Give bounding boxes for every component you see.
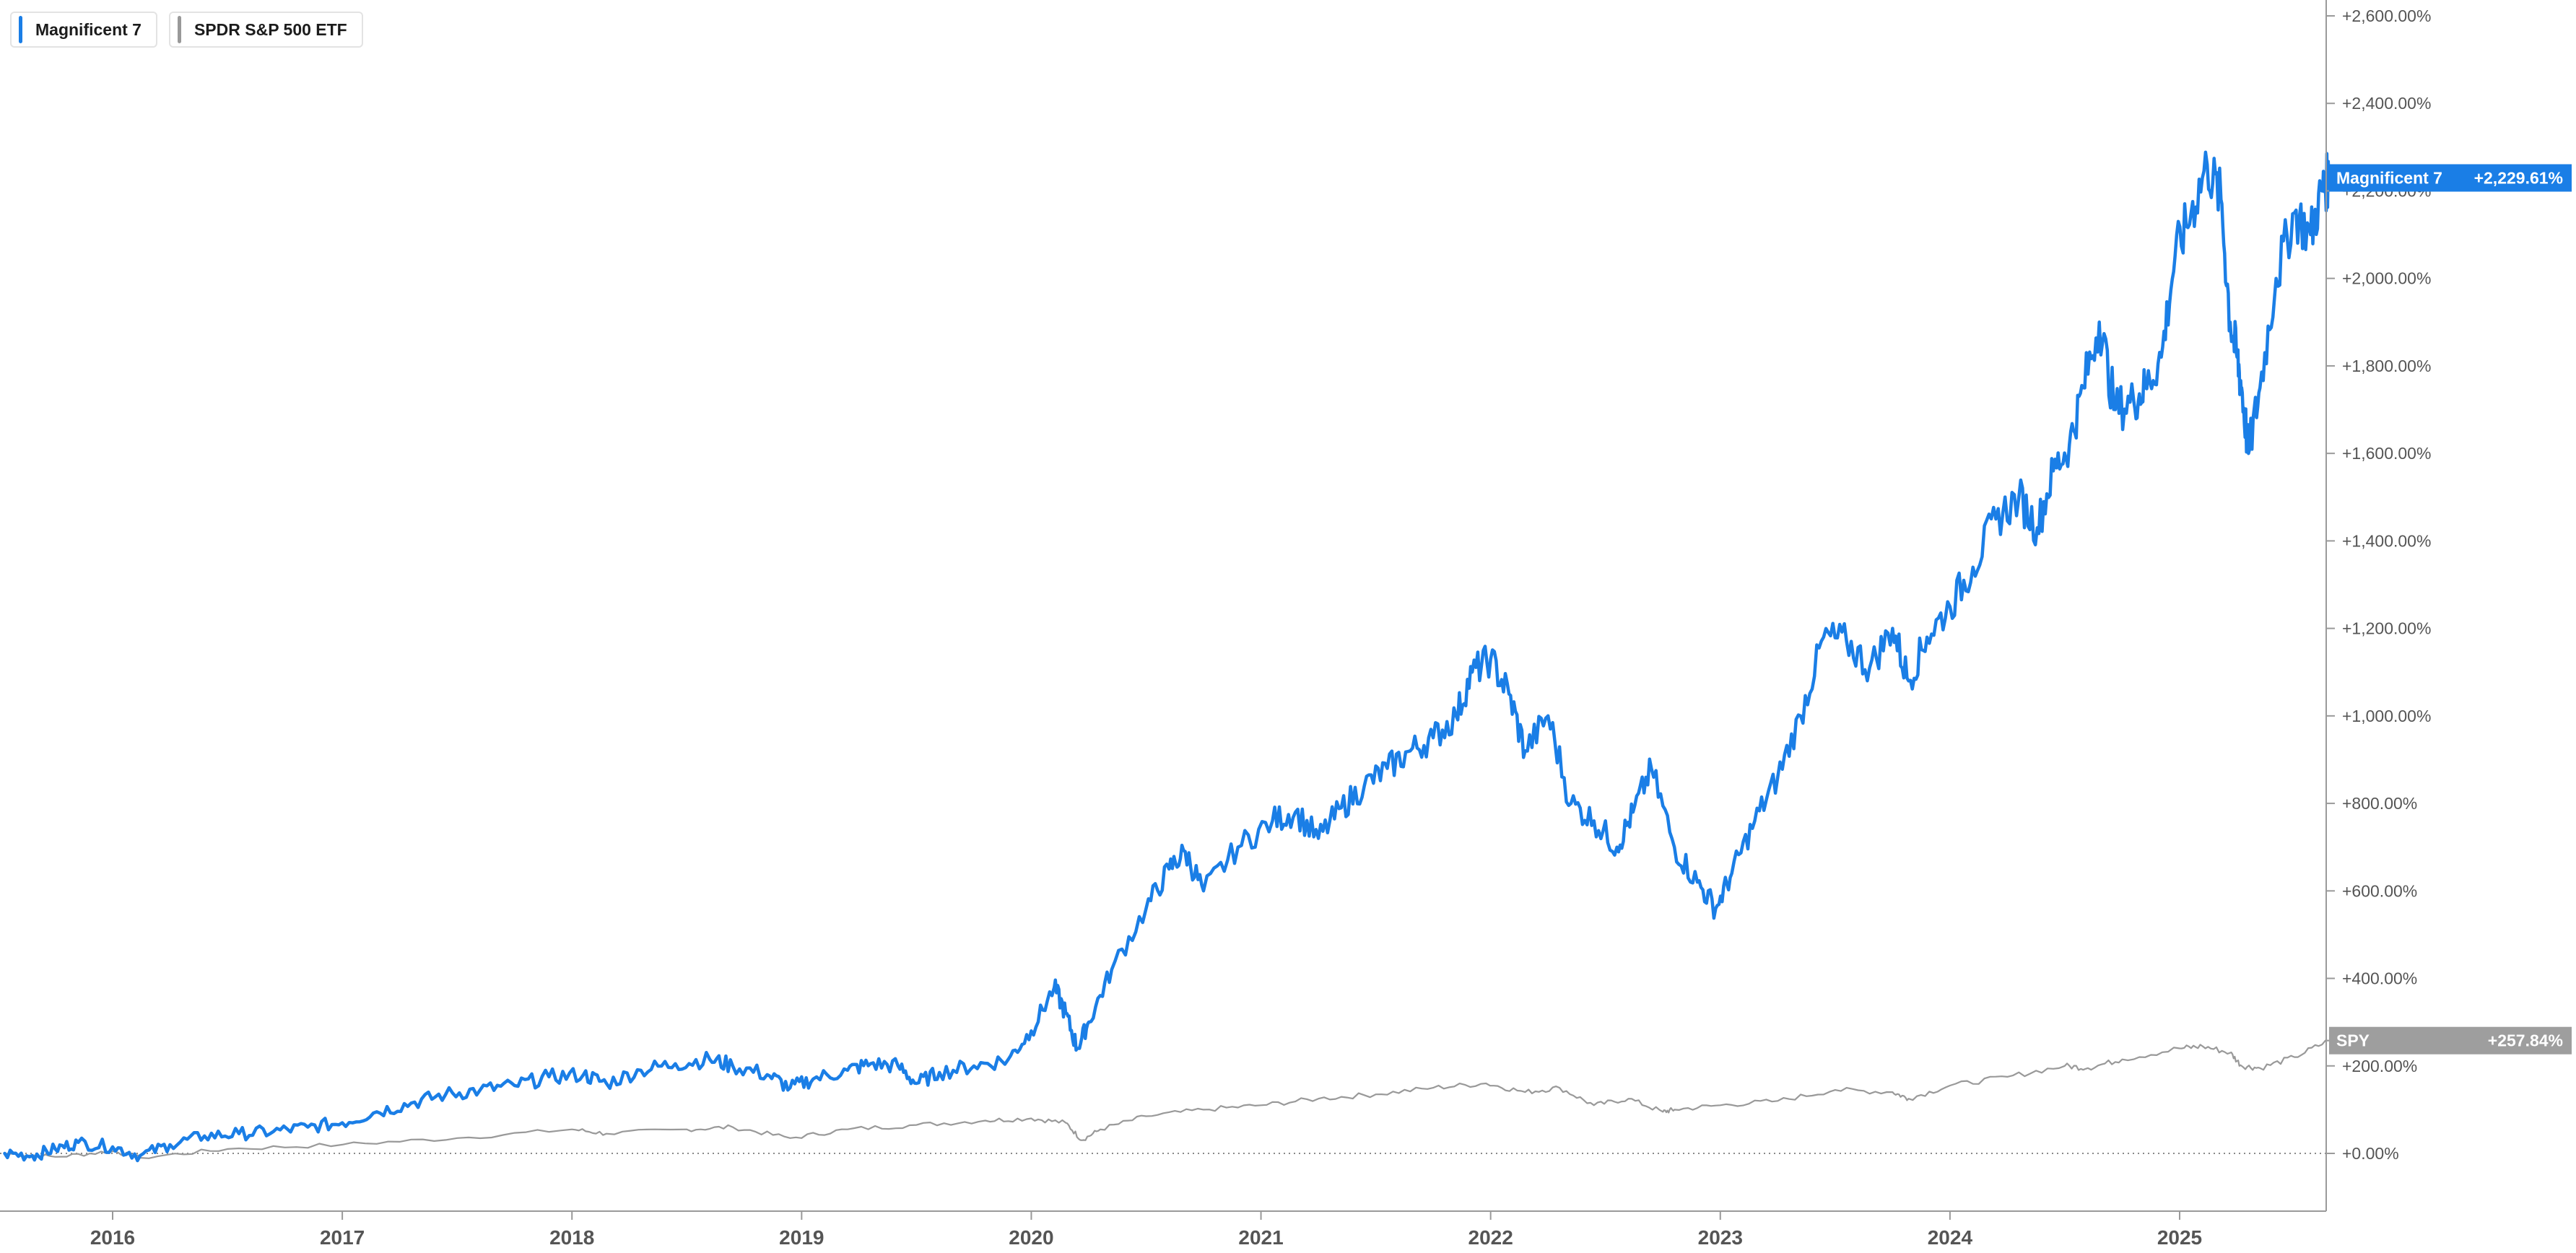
x-tick-label: 2022 <box>1468 1226 1513 1249</box>
x-tick-label: 2025 <box>2157 1226 2202 1249</box>
legend-item-magnificent-7[interactable]: Magnificent 7 <box>10 12 157 48</box>
x-tick-label: 2019 <box>779 1226 824 1249</box>
x-tick-label: 2018 <box>549 1226 594 1249</box>
y-tick-label: +2,600.00% <box>2342 6 2431 25</box>
legend-swatch-magnificent-7 <box>19 16 22 43</box>
x-tick-label: 2016 <box>90 1226 135 1249</box>
y-tick-label: +1,400.00% <box>2342 531 2431 550</box>
y-tick-label: +800.00% <box>2342 794 2417 813</box>
y-tick-label: +400.00% <box>2342 969 2417 988</box>
y-tick-label: +200.00% <box>2342 1057 2417 1075</box>
y-tick-label: +2,000.00% <box>2342 269 2431 288</box>
legend-label-magnificent-7: Magnificent 7 <box>35 19 142 39</box>
legend-swatch-spdr-sp500 <box>177 16 181 43</box>
end-tag-series-name: Magnificent 7 <box>2336 169 2442 188</box>
end-tag-background <box>2329 164 2572 192</box>
end-tag-series-name: SPY <box>2336 1031 2370 1050</box>
x-tick-label: 2023 <box>1698 1226 1743 1249</box>
end-tag-spy: SPY +257.84% <box>2329 1026 2572 1055</box>
x-tick-label: 2024 <box>1928 1226 1973 1249</box>
series-line-magnificent-7[interactable] <box>3 150 2331 1163</box>
end-tag-background <box>2329 1026 2572 1055</box>
legend-item-spdr-sp500[interactable]: SPDR S&P 500 ETF <box>168 12 363 48</box>
y-tick-label: +1,000.00% <box>2342 707 2431 725</box>
y-tick-label: +2,400.00% <box>2342 94 2431 113</box>
legend-label-spdr-sp500: SPDR S&P 500 ETF <box>193 19 347 39</box>
x-tick-label: 2017 <box>320 1226 365 1249</box>
x-tick-label: 2021 <box>1238 1226 1283 1249</box>
chart-legend: Magnificent 7 SPDR S&P 500 ETF <box>10 12 363 48</box>
y-tick-label: +1,800.00% <box>2342 357 2431 375</box>
y-tick-label: +0.00% <box>2342 1144 2399 1163</box>
x-tick-label: 2020 <box>1009 1226 1053 1249</box>
y-tick-label: +600.00% <box>2342 881 2417 900</box>
tag-layer: Magnificent 7 +2,229.61% SPY +257.84% <box>2329 164 2572 1055</box>
series-line-spy[interactable] <box>4 1039 2330 1159</box>
series-layer <box>3 150 2331 1163</box>
end-tag-value: +257.84% <box>2488 1031 2563 1050</box>
axis-layer: +0.00% +200.00% +400.00% +600.00% +800.00% +1… <box>0 0 2431 1249</box>
end-tag-magnificent-7: Magnificent 7 +2,229.61% <box>2329 164 2572 192</box>
y-tick-label: +1,600.00% <box>2342 444 2431 463</box>
y-tick-label: +1,200.00% <box>2342 619 2431 638</box>
end-tag-value: +2,229.61% <box>2474 169 2563 188</box>
